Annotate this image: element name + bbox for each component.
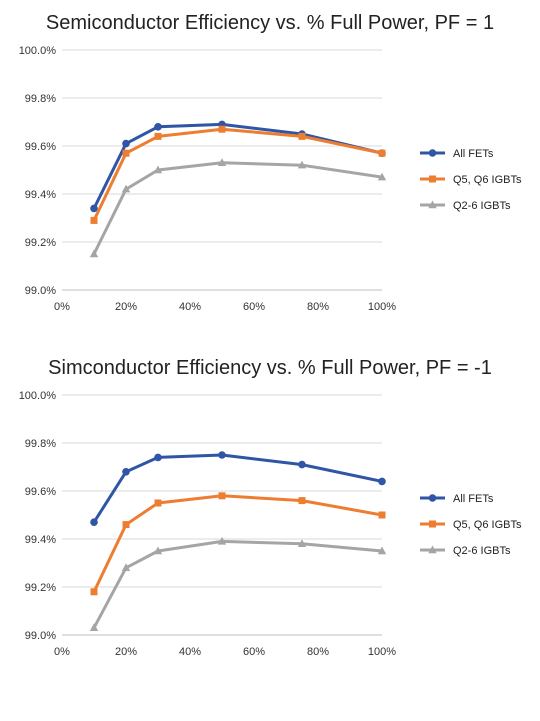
- chart-0-data-point-q2-6-igbts: [89, 249, 99, 258]
- chart-0-y-tick-label: 99.2%: [25, 237, 56, 249]
- chart-1-title: Simconductor Efficiency vs. % Full Power…: [48, 357, 492, 379]
- chart-1-data-point-q2-6-igbts: [377, 546, 387, 555]
- chart-0-data-point-q5-q6-igbts: [298, 132, 306, 140]
- chart-0-x-tick-label: 60%: [243, 301, 265, 313]
- chart-0-data-point-q5-q6-igbts: [378, 149, 386, 157]
- chart-0-title: Semiconductor Efficiency vs. % Full Powe…: [46, 12, 494, 34]
- chart-pf-neg-1: Simconductor Efficiency vs. % Full Power…: [0, 345, 540, 675]
- chart-0-data-point-q2-6-igbts: [377, 172, 387, 181]
- chart-0-data-point-q5-q6-igbts: [122, 149, 130, 157]
- chart-0-x-tick-label: 0%: [54, 301, 70, 313]
- chart-1-x-tick-label: 100%: [368, 646, 396, 658]
- chart-1-data-point-q5-q6-igbts: [378, 511, 386, 519]
- chart-0-y-tick-label: 99.6%: [25, 141, 56, 153]
- chart-1-legend-marker-all-fets: [428, 494, 437, 502]
- chart-1-data-point-all-fets: [378, 477, 386, 486]
- chart-0-data-point-q2-6-igbts: [121, 184, 131, 193]
- chart-1-series-line-all-fets: [92, 453, 383, 524]
- chart-0-series-q5-q6-igbts: [90, 125, 386, 224]
- chart-0-y-tick-label: 100.0%: [19, 45, 57, 57]
- chart-1-data-point-q5-q6-igbts: [218, 492, 226, 500]
- chart-0-legend-label-q5-q6-igbts: Q5, Q6 IGBTs: [453, 174, 522, 186]
- chart-0-y-tick-label: 99.8%: [25, 93, 56, 105]
- chart-1-data-point-all-fets: [154, 453, 162, 462]
- chart-0-y-tick-label: 99.4%: [25, 189, 56, 201]
- chart-0-data-point-q5-q6-igbts: [154, 132, 162, 140]
- chart-0-series-all-fets: [90, 120, 386, 213]
- chart-1-series-q2-6-igbts: [89, 536, 387, 631]
- chart-1-x-tick-label: 80%: [307, 646, 329, 658]
- chart-1-data-point-q2-6-igbts: [121, 563, 131, 571]
- chart-1-y-tick-label: 99.8%: [25, 438, 56, 450]
- chart-0-data-point-all-fets: [122, 139, 130, 148]
- chart-1-data-point-all-fets: [90, 518, 98, 526]
- chart-0-y-tick-label: 99.0%: [25, 285, 56, 297]
- chart-1-data-point-q2-6-igbts: [89, 623, 99, 631]
- chart-1-legend-label-q2-6-igbts: Q2-6 IGBTs: [453, 545, 511, 557]
- chart-1-y-tick-label: 99.2%: [25, 582, 56, 594]
- chart-0-x-tick-label: 100%: [368, 301, 396, 313]
- chart-1-y-tick-label: 99.0%: [25, 630, 56, 642]
- chart-1-legend-marker-q2-6-igbts: [428, 545, 437, 554]
- chart-1-x-tick-label: 0%: [54, 646, 70, 658]
- chart-1-legend: All FETs Q5, Q6 IGBTs Q2-6 IGBTs: [420, 493, 522, 557]
- chart-0-data-point-q2-6-igbts: [153, 165, 163, 174]
- chart-0-legend: All FETs Q5, Q6 IGBTs Q2-6 IGBTs: [420, 148, 522, 212]
- chart-1-data-point-q2-6-igbts: [297, 539, 307, 547]
- chart-0-data-point-q2-6-igbts: [297, 160, 307, 169]
- chart-0-legend-marker-q5-q6-igbts: [429, 175, 436, 183]
- chart-1-legend-marker-q5-q6-igbts: [429, 520, 436, 528]
- chart-1-legend-label-q5-q6-igbts: Q5, Q6 IGBTs: [453, 519, 522, 531]
- chart-1-data-point-q2-6-igbts: [153, 546, 163, 555]
- chart-1-series-all-fets: [90, 451, 386, 526]
- chart-pf-neg-1-svg: Simconductor Efficiency vs. % Full Power…: [19, 357, 522, 658]
- chart-1-legend-label-all-fets: All FETs: [453, 493, 494, 505]
- chart-1-data-point-all-fets: [122, 468, 130, 476]
- chart-1-y-tick-label: 99.4%: [25, 534, 56, 546]
- chart-1-y-tick-label: 100.0%: [19, 390, 57, 402]
- chart-0-data-point-all-fets: [90, 204, 98, 213]
- chart-1-x-tick-label: 20%: [115, 646, 137, 658]
- chart-pf-1: Semiconductor Efficiency vs. % Full Powe…: [0, 0, 540, 330]
- chart-1-series-line-q2-6-igbts: [92, 539, 383, 629]
- chart-1-x-tick-label: 60%: [243, 646, 265, 658]
- chart-1-data-point-q5-q6-igbts: [122, 521, 130, 529]
- chart-1-data-point-all-fets: [298, 460, 306, 469]
- chart-0-legend-label-q2-6-igbts: Q2-6 IGBTs: [453, 200, 511, 212]
- chart-1-data-point-q2-6-igbts: [217, 536, 227, 545]
- chart-0-x-tick-label: 20%: [115, 301, 137, 313]
- chart-0-data-point-all-fets: [154, 123, 162, 131]
- chart-0-series-line-q5-q6-igbts: [92, 127, 383, 222]
- chart-1-data-point-q5-q6-igbts: [154, 499, 162, 507]
- chart-0-data-point-q5-q6-igbts: [90, 216, 98, 224]
- chart-0-series-line-q2-6-igbts: [92, 161, 383, 255]
- chart-1-data-point-q5-q6-igbts: [90, 588, 98, 596]
- chart-1-series-q5-q6-igbts: [90, 492, 386, 596]
- chart-0-x-tick-label: 80%: [307, 301, 329, 313]
- chart-0-legend-label-all-fets: All FETs: [453, 148, 494, 160]
- chart-0-data-point-q5-q6-igbts: [218, 125, 226, 133]
- chart-pf-1-svg: Semiconductor Efficiency vs. % Full Powe…: [19, 12, 522, 313]
- chart-1-series-line-q5-q6-igbts: [92, 494, 383, 593]
- chart-1-data-point-all-fets: [218, 451, 226, 459]
- chart-1-y-tick-label: 99.6%: [25, 486, 56, 498]
- chart-0-series-q2-6-igbts: [89, 158, 387, 258]
- chart-0-x-tick-label: 40%: [179, 301, 201, 313]
- chart-0-legend-marker-all-fets: [428, 149, 437, 157]
- chart-1-x-tick-label: 40%: [179, 646, 201, 658]
- chart-0-series-line-all-fets: [92, 122, 383, 210]
- chart-0-data-point-q2-6-igbts: [217, 158, 227, 166]
- chart-0-legend-marker-q2-6-igbts: [428, 200, 437, 209]
- chart-1-data-point-q5-q6-igbts: [298, 497, 306, 505]
